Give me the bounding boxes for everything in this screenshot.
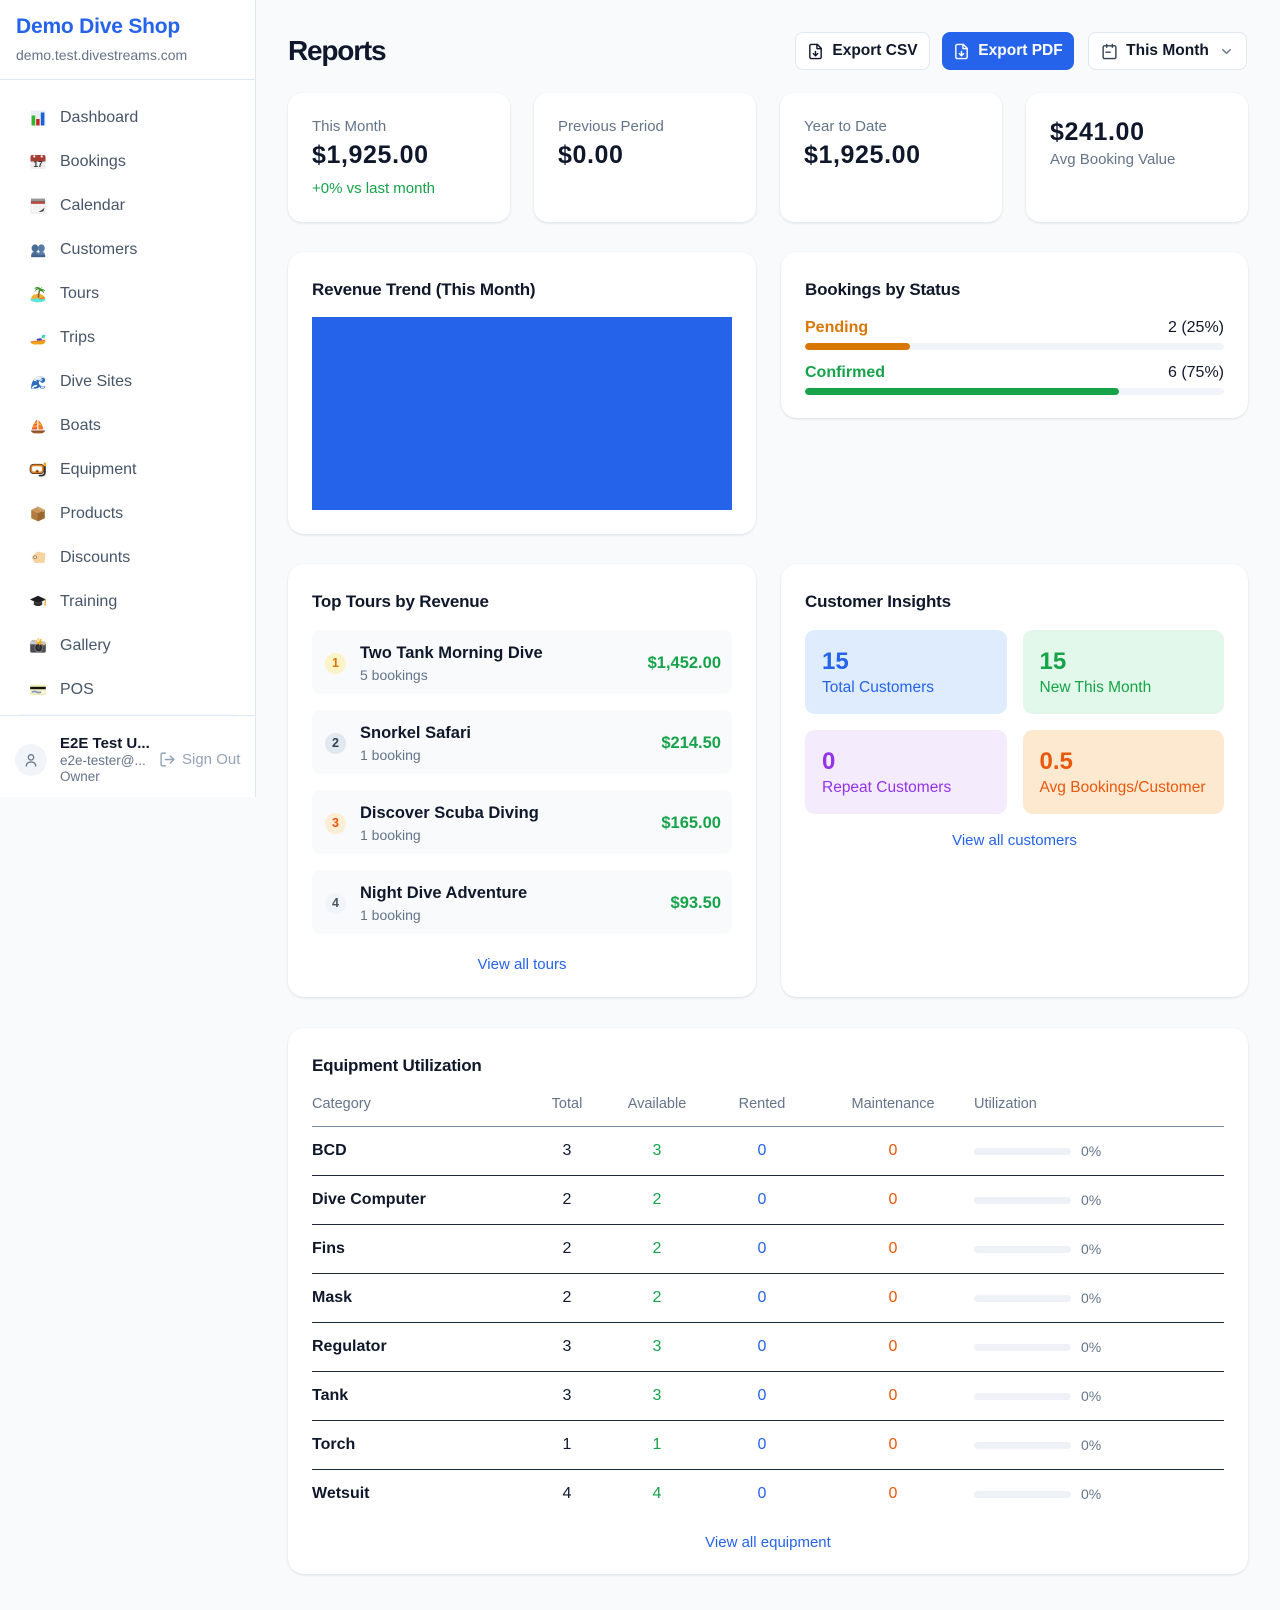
- svg-text:17: 17: [33, 159, 43, 169]
